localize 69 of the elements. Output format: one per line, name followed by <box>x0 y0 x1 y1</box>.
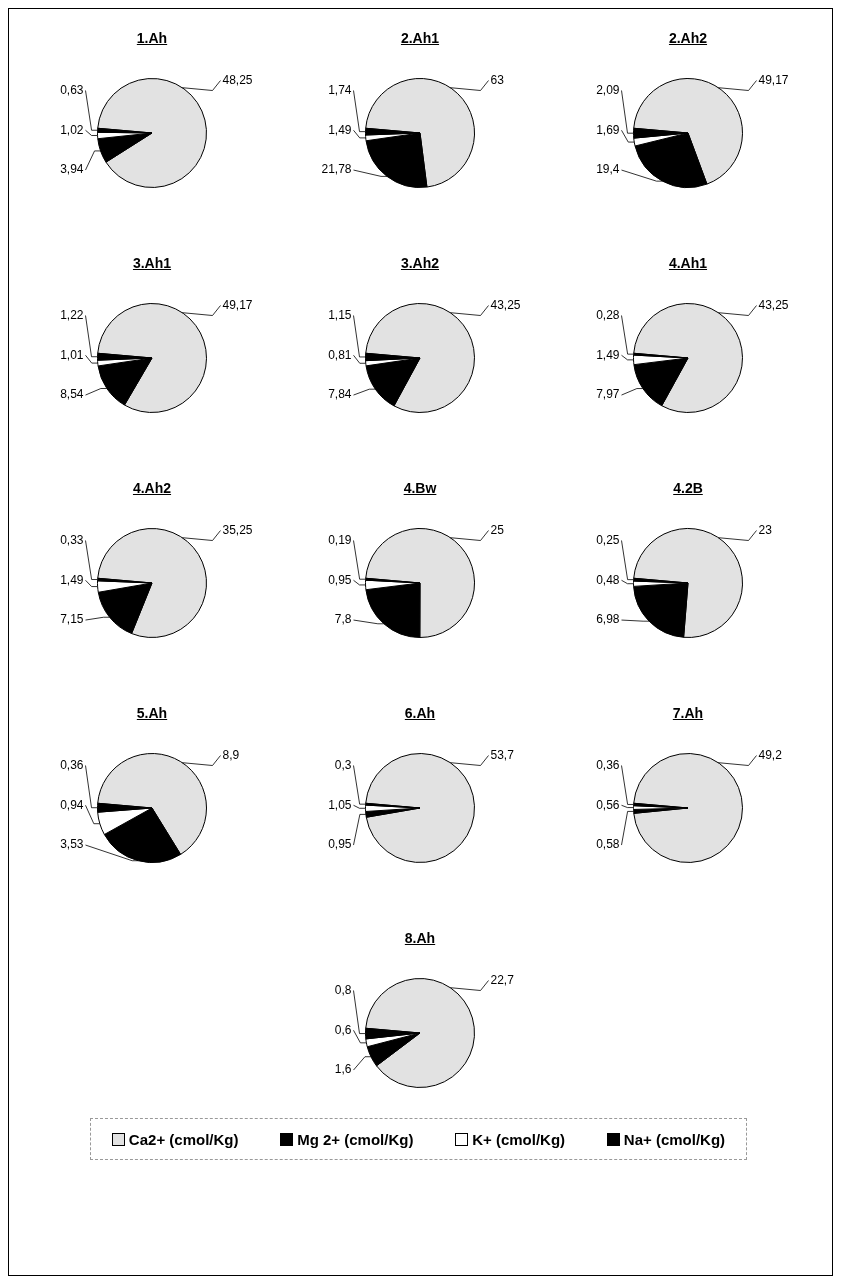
chart-title: 6.Ah <box>403 705 437 723</box>
data-label: 0,19 <box>328 532 352 547</box>
data-label: 1,49 <box>596 347 620 362</box>
data-label: 0,28 <box>596 307 620 322</box>
legend-label: Na+ (cmol/Kg) <box>623 1130 726 1148</box>
data-label: 0,81 <box>328 347 352 362</box>
chart-title: 4.Bw <box>402 480 438 498</box>
chart-title: 1.Ah <box>135 30 169 48</box>
chart-title: 7.Ah <box>671 705 705 723</box>
data-label: 3,94 <box>60 162 84 177</box>
data-label: 7,84 <box>328 387 352 402</box>
data-label: 1,05 <box>328 797 352 812</box>
data-label: 6,98 <box>596 612 620 627</box>
data-label: 1,69 <box>596 122 620 137</box>
data-label: 0,8 <box>334 982 352 997</box>
chart-title: 4.2B <box>672 480 704 498</box>
data-label: 8,54 <box>60 387 84 402</box>
data-label: 1,15 <box>328 307 352 322</box>
data-label: 1,49 <box>328 122 352 137</box>
data-label: 2,09 <box>596 82 620 97</box>
data-label: 0,94 <box>60 797 84 812</box>
data-label: 25 <box>490 522 505 537</box>
chart-title: 8.Ah <box>403 930 437 948</box>
data-label: 1,74 <box>328 82 352 97</box>
chart-title: 3.Ah2 <box>399 255 441 273</box>
data-label: 0,48 <box>596 572 620 587</box>
data-label: 7,15 <box>60 612 84 627</box>
data-label: 0,33 <box>60 532 84 547</box>
chart-title: 4.Ah1 <box>667 255 709 273</box>
data-label: 49,17 <box>222 297 253 312</box>
data-label: 49,2 <box>758 747 783 762</box>
data-label: 43,25 <box>758 297 789 312</box>
data-label: 53,7 <box>490 747 515 762</box>
data-label: 0,56 <box>596 797 620 812</box>
data-label: 63 <box>490 72 505 87</box>
data-label: 48,25 <box>222 72 253 87</box>
legend-label: Ca2+ (cmol/Kg) <box>128 1130 239 1148</box>
data-label: 21,78 <box>321 162 352 177</box>
data-label: 1,01 <box>60 347 84 362</box>
data-label: 0,95 <box>328 572 352 587</box>
data-label: 35,25 <box>222 522 253 537</box>
data-label: 7,97 <box>596 387 620 402</box>
chart-title: 4.Ah2 <box>131 480 173 498</box>
legend-label: K+ (cmol/Kg) <box>472 1130 566 1148</box>
data-label: 1,02 <box>60 122 84 137</box>
data-label: 3,53 <box>60 837 84 852</box>
data-label: 43,25 <box>490 297 521 312</box>
data-label: 7,8 <box>334 612 352 627</box>
data-label: 0,36 <box>60 757 84 772</box>
data-label: 49,17 <box>758 72 789 87</box>
data-label: 1,22 <box>60 307 84 322</box>
data-label: 1,6 <box>334 1062 352 1077</box>
data-label: 8,9 <box>222 747 240 762</box>
data-label: 19,4 <box>596 162 620 177</box>
chart-title: 2.Ah2 <box>667 30 709 48</box>
data-label: 22,7 <box>490 972 515 987</box>
chart-title: 3.Ah1 <box>131 255 173 273</box>
data-label: 23 <box>758 522 773 537</box>
chart-title: 5.Ah <box>135 705 169 723</box>
data-label: 0,58 <box>596 837 620 852</box>
data-label: 0,25 <box>596 532 620 547</box>
data-label: 0,3 <box>334 757 352 772</box>
data-label: 0,95 <box>328 837 352 852</box>
legend-label: Mg 2+ (cmol/Kg) <box>297 1130 414 1148</box>
chart-title: 2.Ah1 <box>399 30 441 48</box>
data-label: 0,63 <box>60 82 84 97</box>
data-label: 1,49 <box>60 572 84 587</box>
data-label: 0,36 <box>596 757 620 772</box>
data-label: 0,6 <box>334 1022 352 1037</box>
